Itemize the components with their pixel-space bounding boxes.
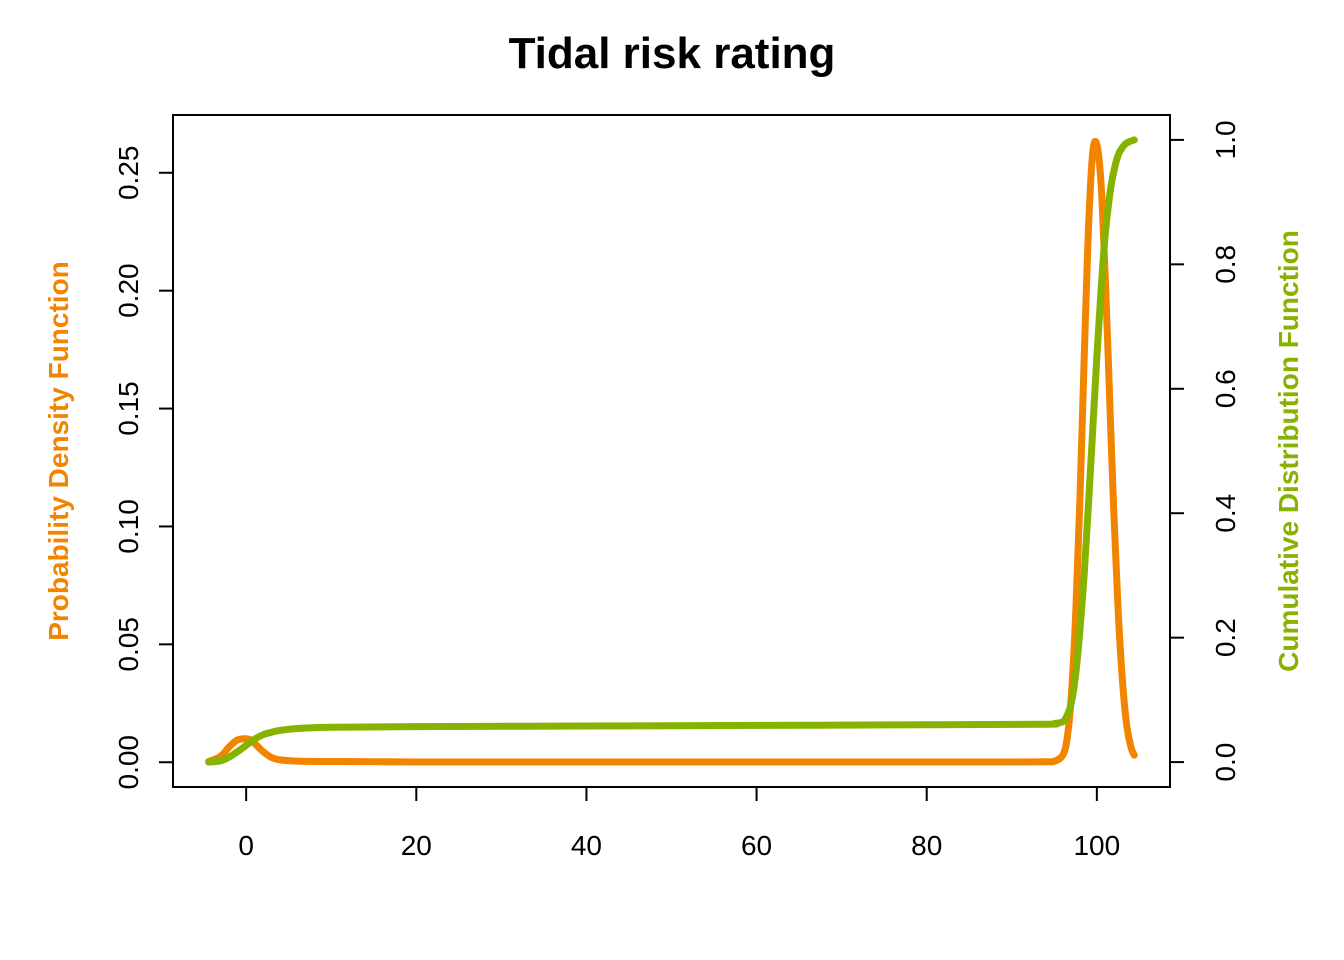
x-tick-label: 60: [741, 830, 772, 861]
y-axis-left: 0.00 0.05 0.10 0.15 0.20 0.25: [113, 146, 174, 790]
y-right-tick-label: 0.6: [1210, 369, 1241, 408]
y-right-tick-label: 1.0: [1210, 120, 1241, 159]
y-left-tick-label: 0.05: [113, 617, 144, 672]
x-tick-label: 0: [238, 830, 254, 861]
y-left-tick-label: 0.20: [113, 263, 144, 318]
y-right-tick-label: 0.8: [1210, 245, 1241, 284]
y-left-tick-label: 0.00: [113, 735, 144, 790]
cdf-series-line: [205, 136, 1138, 766]
y-right-tick-label: 0.2: [1210, 618, 1241, 657]
chart-title: Tidal risk rating: [509, 29, 836, 78]
y-left-tick-label: 0.15: [113, 381, 144, 436]
y-left-tick-label: 0.10: [113, 499, 144, 554]
y-axis-right-title: Cumulative Distribution Function: [1273, 230, 1304, 672]
y-axis-left-title: Probability Density Function: [43, 261, 74, 641]
plot-frame: [172, 114, 1171, 788]
x-tick-label: 20: [401, 830, 432, 861]
pdf-series-line: [205, 137, 1138, 766]
y-left-tick-label: 0.25: [113, 146, 144, 201]
x-axis: 0 20 40 60 80 100: [238, 786, 1120, 861]
y-right-tick-label: 0.4: [1210, 494, 1241, 533]
series-layer: [205, 136, 1138, 766]
y-axis-right: 0.0 0.2 0.4 0.6 0.8 1.0: [1169, 120, 1241, 782]
x-tick-label: 80: [911, 830, 942, 861]
x-tick-label: 100: [1073, 830, 1120, 861]
y-right-tick-label: 0.0: [1210, 743, 1241, 782]
x-tick-label: 40: [571, 830, 602, 861]
